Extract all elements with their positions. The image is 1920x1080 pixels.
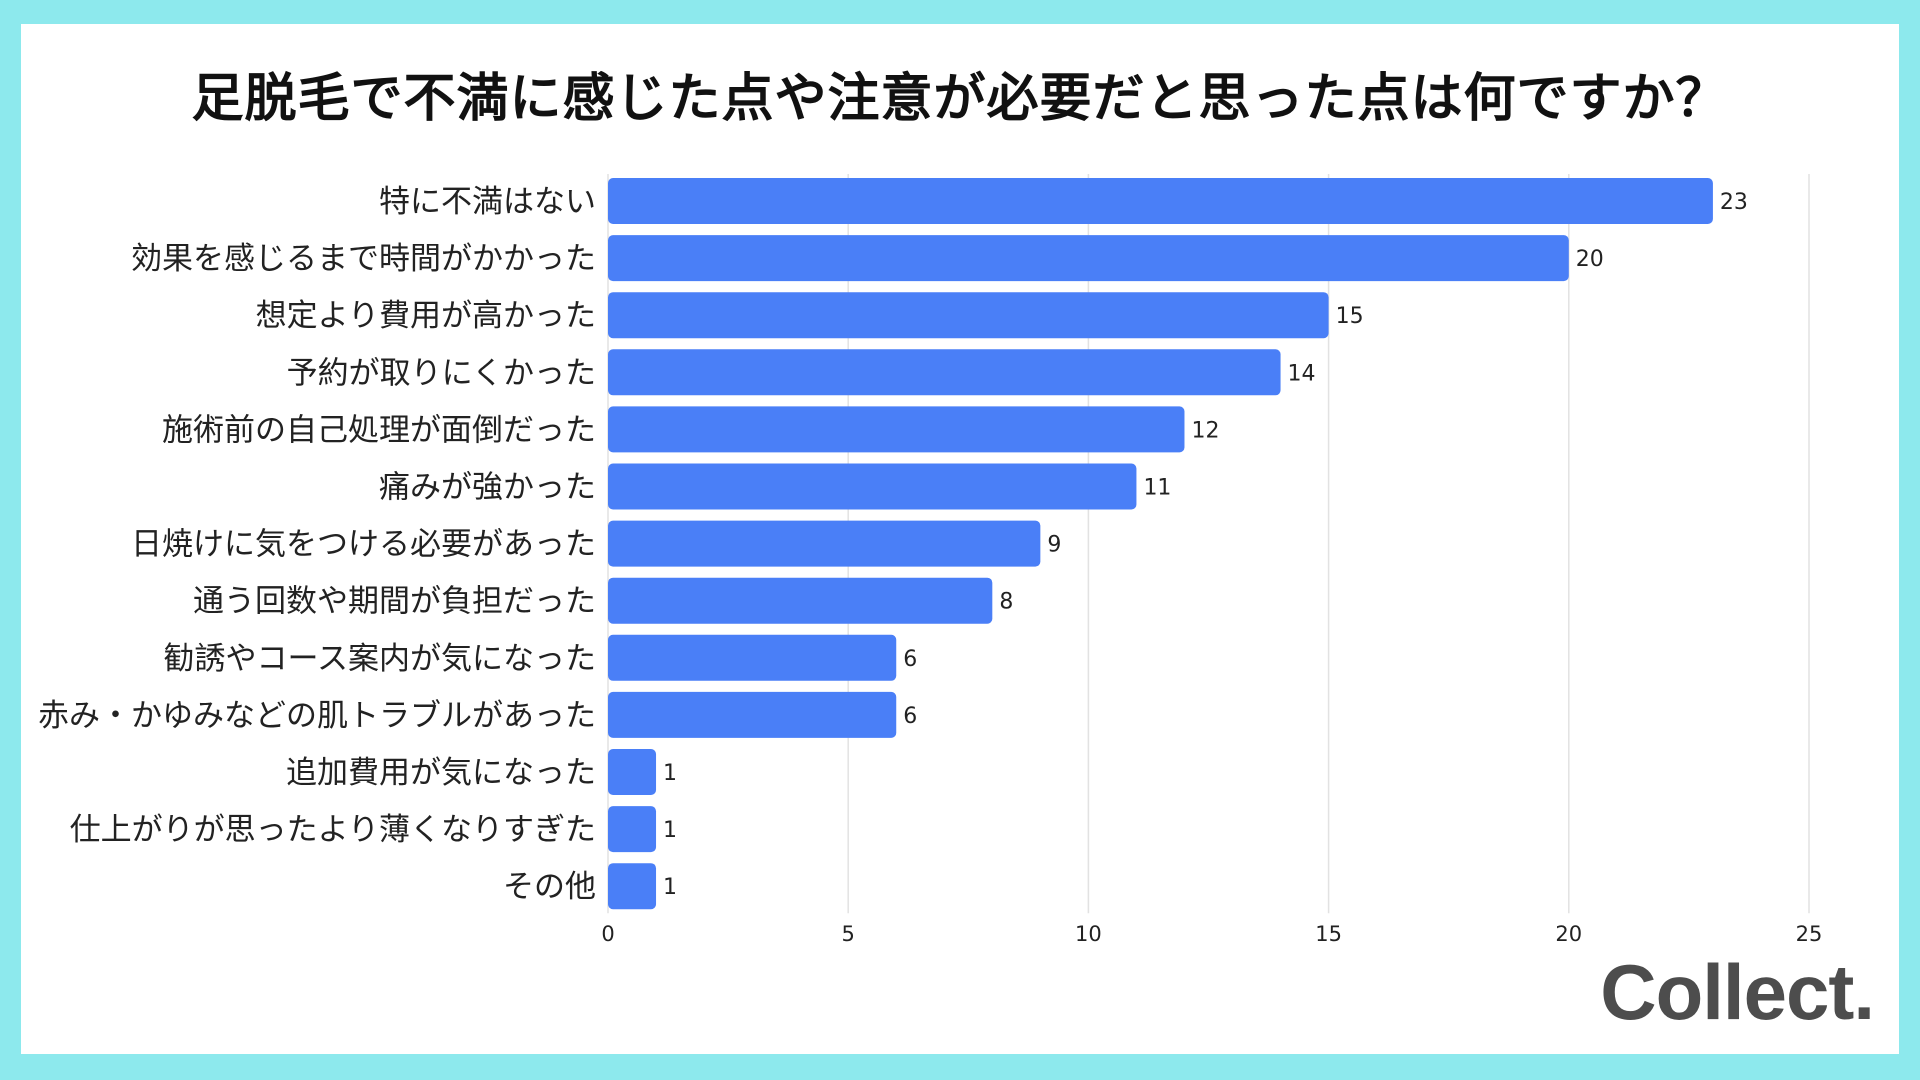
category-label: 仕上がりが思ったより薄くなりすぎた <box>70 812 596 848</box>
bar <box>608 863 657 910</box>
category-label: その他 <box>503 869 596 905</box>
bar <box>608 634 897 681</box>
value-label: 20 <box>1576 247 1604 272</box>
bar <box>608 292 1329 339</box>
brand-logo: Collect. <box>1600 948 1875 1036</box>
bar <box>608 235 1569 282</box>
value-label: 6 <box>903 704 917 729</box>
category-labels: 特に不満はない効果を感じるまで時間がかかった想定より費用が高かった予約が取りにく… <box>38 184 596 905</box>
value-label: 23 <box>1720 190 1748 215</box>
category-label: 施術前の自己処理が面倒だった <box>162 412 596 448</box>
category-label: 想定より費用が高かった <box>256 298 596 334</box>
category-label: 予約が取りにくかった <box>287 355 596 391</box>
x-tick-label: 5 <box>842 922 855 946</box>
bar <box>608 806 657 853</box>
bar <box>608 406 1185 453</box>
x-tick-label: 20 <box>1555 922 1582 946</box>
value-label: 1 <box>663 875 677 900</box>
value-label: 12 <box>1191 418 1219 443</box>
bar <box>608 349 1281 396</box>
bar <box>608 749 657 795</box>
x-tick-label: 25 <box>1796 922 1823 946</box>
value-label: 1 <box>663 761 677 786</box>
category-label: 赤み・かゆみなどの肌トラブルがあった <box>38 698 596 734</box>
chart-card: 足脱毛で不満に感じた点や注意が必要だと思った点は何ですか？ 特に不満はない効果を… <box>21 24 1899 1054</box>
category-label: 痛みが強かった <box>379 470 596 506</box>
bar <box>608 691 897 738</box>
bar <box>608 577 993 624</box>
value-label: 14 <box>1288 361 1316 386</box>
category-label: 通う回数や期間が負担だった <box>193 584 596 620</box>
value-label: 11 <box>1143 476 1171 501</box>
bar <box>608 178 1713 224</box>
x-tick-label: 0 <box>601 922 614 946</box>
bar-chart: 特に不満はない効果を感じるまで時間がかかった想定より費用が高かった予約が取りにく… <box>38 174 1822 946</box>
bar <box>608 520 1041 567</box>
chart-title: 足脱毛で不満に感じた点や注意が必要だと思った点は何ですか？ <box>191 69 1729 129</box>
bars <box>608 178 1713 910</box>
value-label: 9 <box>1047 533 1061 558</box>
x-tick-label: 10 <box>1075 922 1102 946</box>
category-label: 日焼けに気をつける必要があった <box>131 527 596 563</box>
category-label: 追加費用が気になった <box>286 755 596 791</box>
value-label: 15 <box>1336 304 1364 329</box>
value-label: 8 <box>999 590 1013 615</box>
category-label: 効果を感じるまで時間がかかった <box>131 241 596 277</box>
x-axis-ticks: 0 5 10 15 20 25 <box>601 922 1822 946</box>
x-tick-label: 15 <box>1315 922 1342 946</box>
category-label: 勧誘やコース案内が気になった <box>164 641 596 677</box>
bar <box>608 463 1137 510</box>
value-label: 6 <box>903 647 917 672</box>
category-label: 特に不満はない <box>379 184 596 220</box>
value-label: 1 <box>663 818 677 843</box>
